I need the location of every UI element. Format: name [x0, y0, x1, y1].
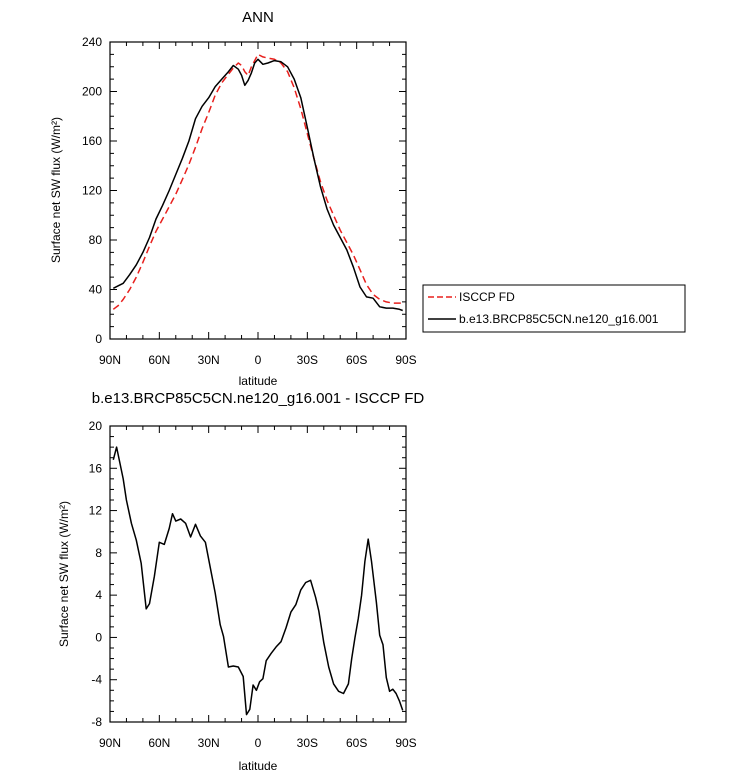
bottom-series-group: [112, 446, 404, 716]
top-y-tick-label: 240: [82, 35, 102, 49]
bottom-x-tick-label: 90S: [395, 736, 416, 750]
top-y-tick-label: 160: [82, 134, 102, 148]
top-y-tick-label: 200: [82, 85, 102, 99]
top-x-axis: 90N 60N 30N 0 30S 60S 90S: [99, 42, 417, 367]
legend-label-model: b.e13.BRCP85C5CN.ne120_g16.001: [459, 312, 659, 326]
bottom-y-tick-label: 4: [95, 588, 102, 602]
top-series-group: [112, 53, 403, 312]
bottom-panel: b.e13.BRCP85C5CN.ne120_g16.001 - ISCCP F…: [57, 390, 424, 773]
top-y-tick-label: 0: [95, 332, 102, 346]
bottom-x-tick-label: 30S: [297, 736, 318, 750]
bottom-y-tick-label: -8: [91, 715, 102, 729]
legend: ISCCP FD b.e13.BRCP85C5CN.ne120_g16.001: [422, 284, 686, 333]
top-chart-title: ANN: [242, 9, 274, 26]
top-y-tick-label: 80: [89, 233, 103, 247]
bottom-y-tick-label: 8: [95, 546, 102, 560]
top-x-axis-label: latitude: [239, 374, 278, 388]
top-series-line-1: [112, 58, 403, 312]
top-x-tick-label: 60S: [346, 353, 367, 367]
top-x-tick-label: 60N: [148, 353, 170, 367]
bottom-y-axis-label: Surface net SW flux (W/m²): [57, 501, 71, 647]
top-y-axis: 0 40 80 120 160 200 240: [82, 35, 406, 346]
bottom-x-tick-label: 90N: [99, 736, 121, 750]
top-panel: ANN 90N 60N 30N 0 30S 60S 90S 0 40 80 120 160 200 24…: [49, 9, 686, 388]
top-plot-frame: [109, 41, 407, 340]
bottom-y-tick-label: 12: [89, 504, 103, 518]
top-x-tick-label: 90N: [99, 353, 121, 367]
top-x-tick-label: 30N: [198, 353, 220, 367]
top-x-tick-label: 30S: [297, 353, 318, 367]
bottom-chart-title: b.e13.BRCP85C5CN.ne120_g16.001 - ISCCP F…: [92, 390, 425, 407]
bottom-y-axis: -8 -4 0 4 8 12 16 20: [89, 419, 406, 729]
top-x-tick-label: 90S: [395, 353, 416, 367]
bottom-series-line-0: [112, 446, 404, 716]
bottom-y-tick-label: -4: [91, 673, 102, 687]
bottom-y-tick-label: 0: [95, 630, 102, 644]
top-y-tick-label: 120: [82, 184, 102, 198]
bottom-x-axis: 90N 60N 30N 0 30S 60S 90S: [99, 426, 417, 750]
legend-label-isccp: ISCCP FD: [459, 290, 515, 304]
bottom-x-tick-label: 30N: [198, 736, 220, 750]
bottom-y-tick-label: 16: [89, 461, 103, 475]
bottom-x-tick-label: 0: [255, 736, 262, 750]
top-x-tick-label: 0: [255, 353, 262, 367]
bottom-y-tick-label: 20: [89, 419, 103, 433]
top-y-axis-label: Surface net SW flux (W/m²): [49, 117, 63, 263]
top-series-line-0: [112, 53, 403, 310]
top-y-tick-label: 40: [89, 283, 103, 297]
bottom-x-tick-label: 60S: [346, 736, 367, 750]
bottom-x-tick-label: 60N: [148, 736, 170, 750]
bottom-x-axis-label: latitude: [239, 759, 278, 773]
legend-box: [422, 284, 686, 333]
